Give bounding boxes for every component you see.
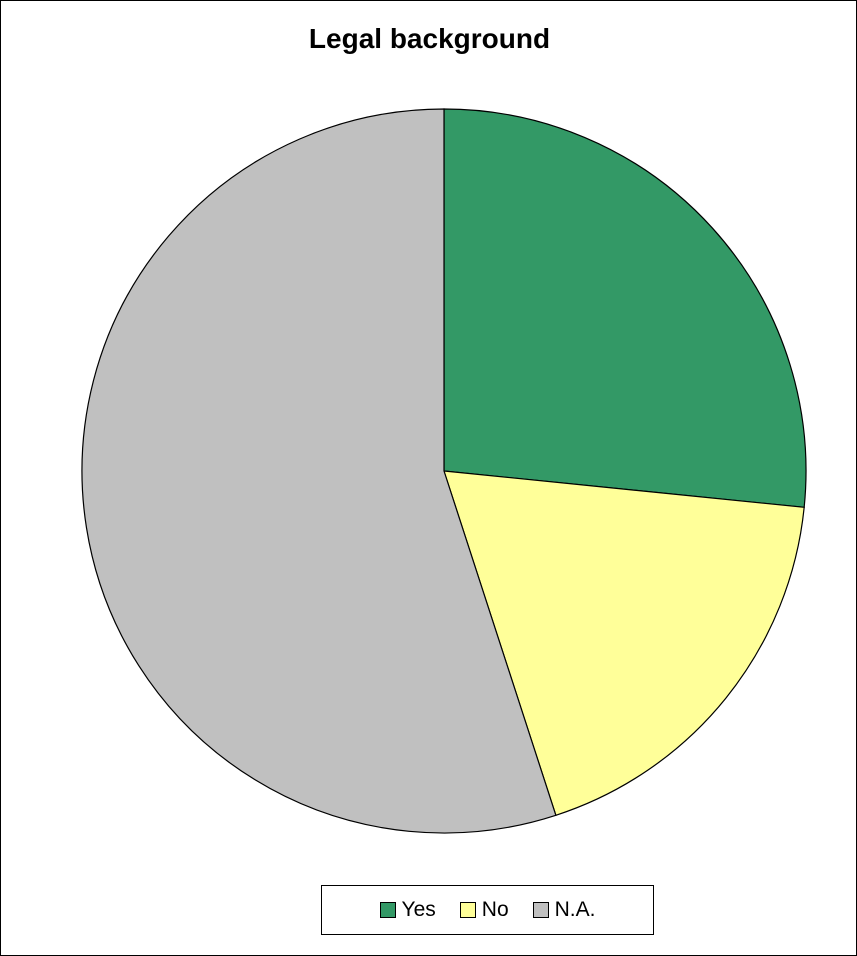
pie-chart [81,108,807,834]
pie-slice-na [81,108,557,834]
legend-item-na: N.A. [532,898,596,922]
legend: Yes No N.A. [321,885,654,935]
pie-slice-yes [443,108,807,508]
legend-label-na: N.A. [554,898,596,921]
legend-item-yes: Yes [379,898,436,922]
legend-label-no: No [481,898,509,921]
legend-swatch-no [459,902,476,918]
legend-item-no: No [459,898,509,922]
pie-slice-no [443,470,805,817]
legend-swatch-yes [379,902,396,918]
legend-label-yes: Yes [401,898,436,921]
chart-title: Legal background [308,23,551,54]
legend-swatch-na [532,902,549,918]
